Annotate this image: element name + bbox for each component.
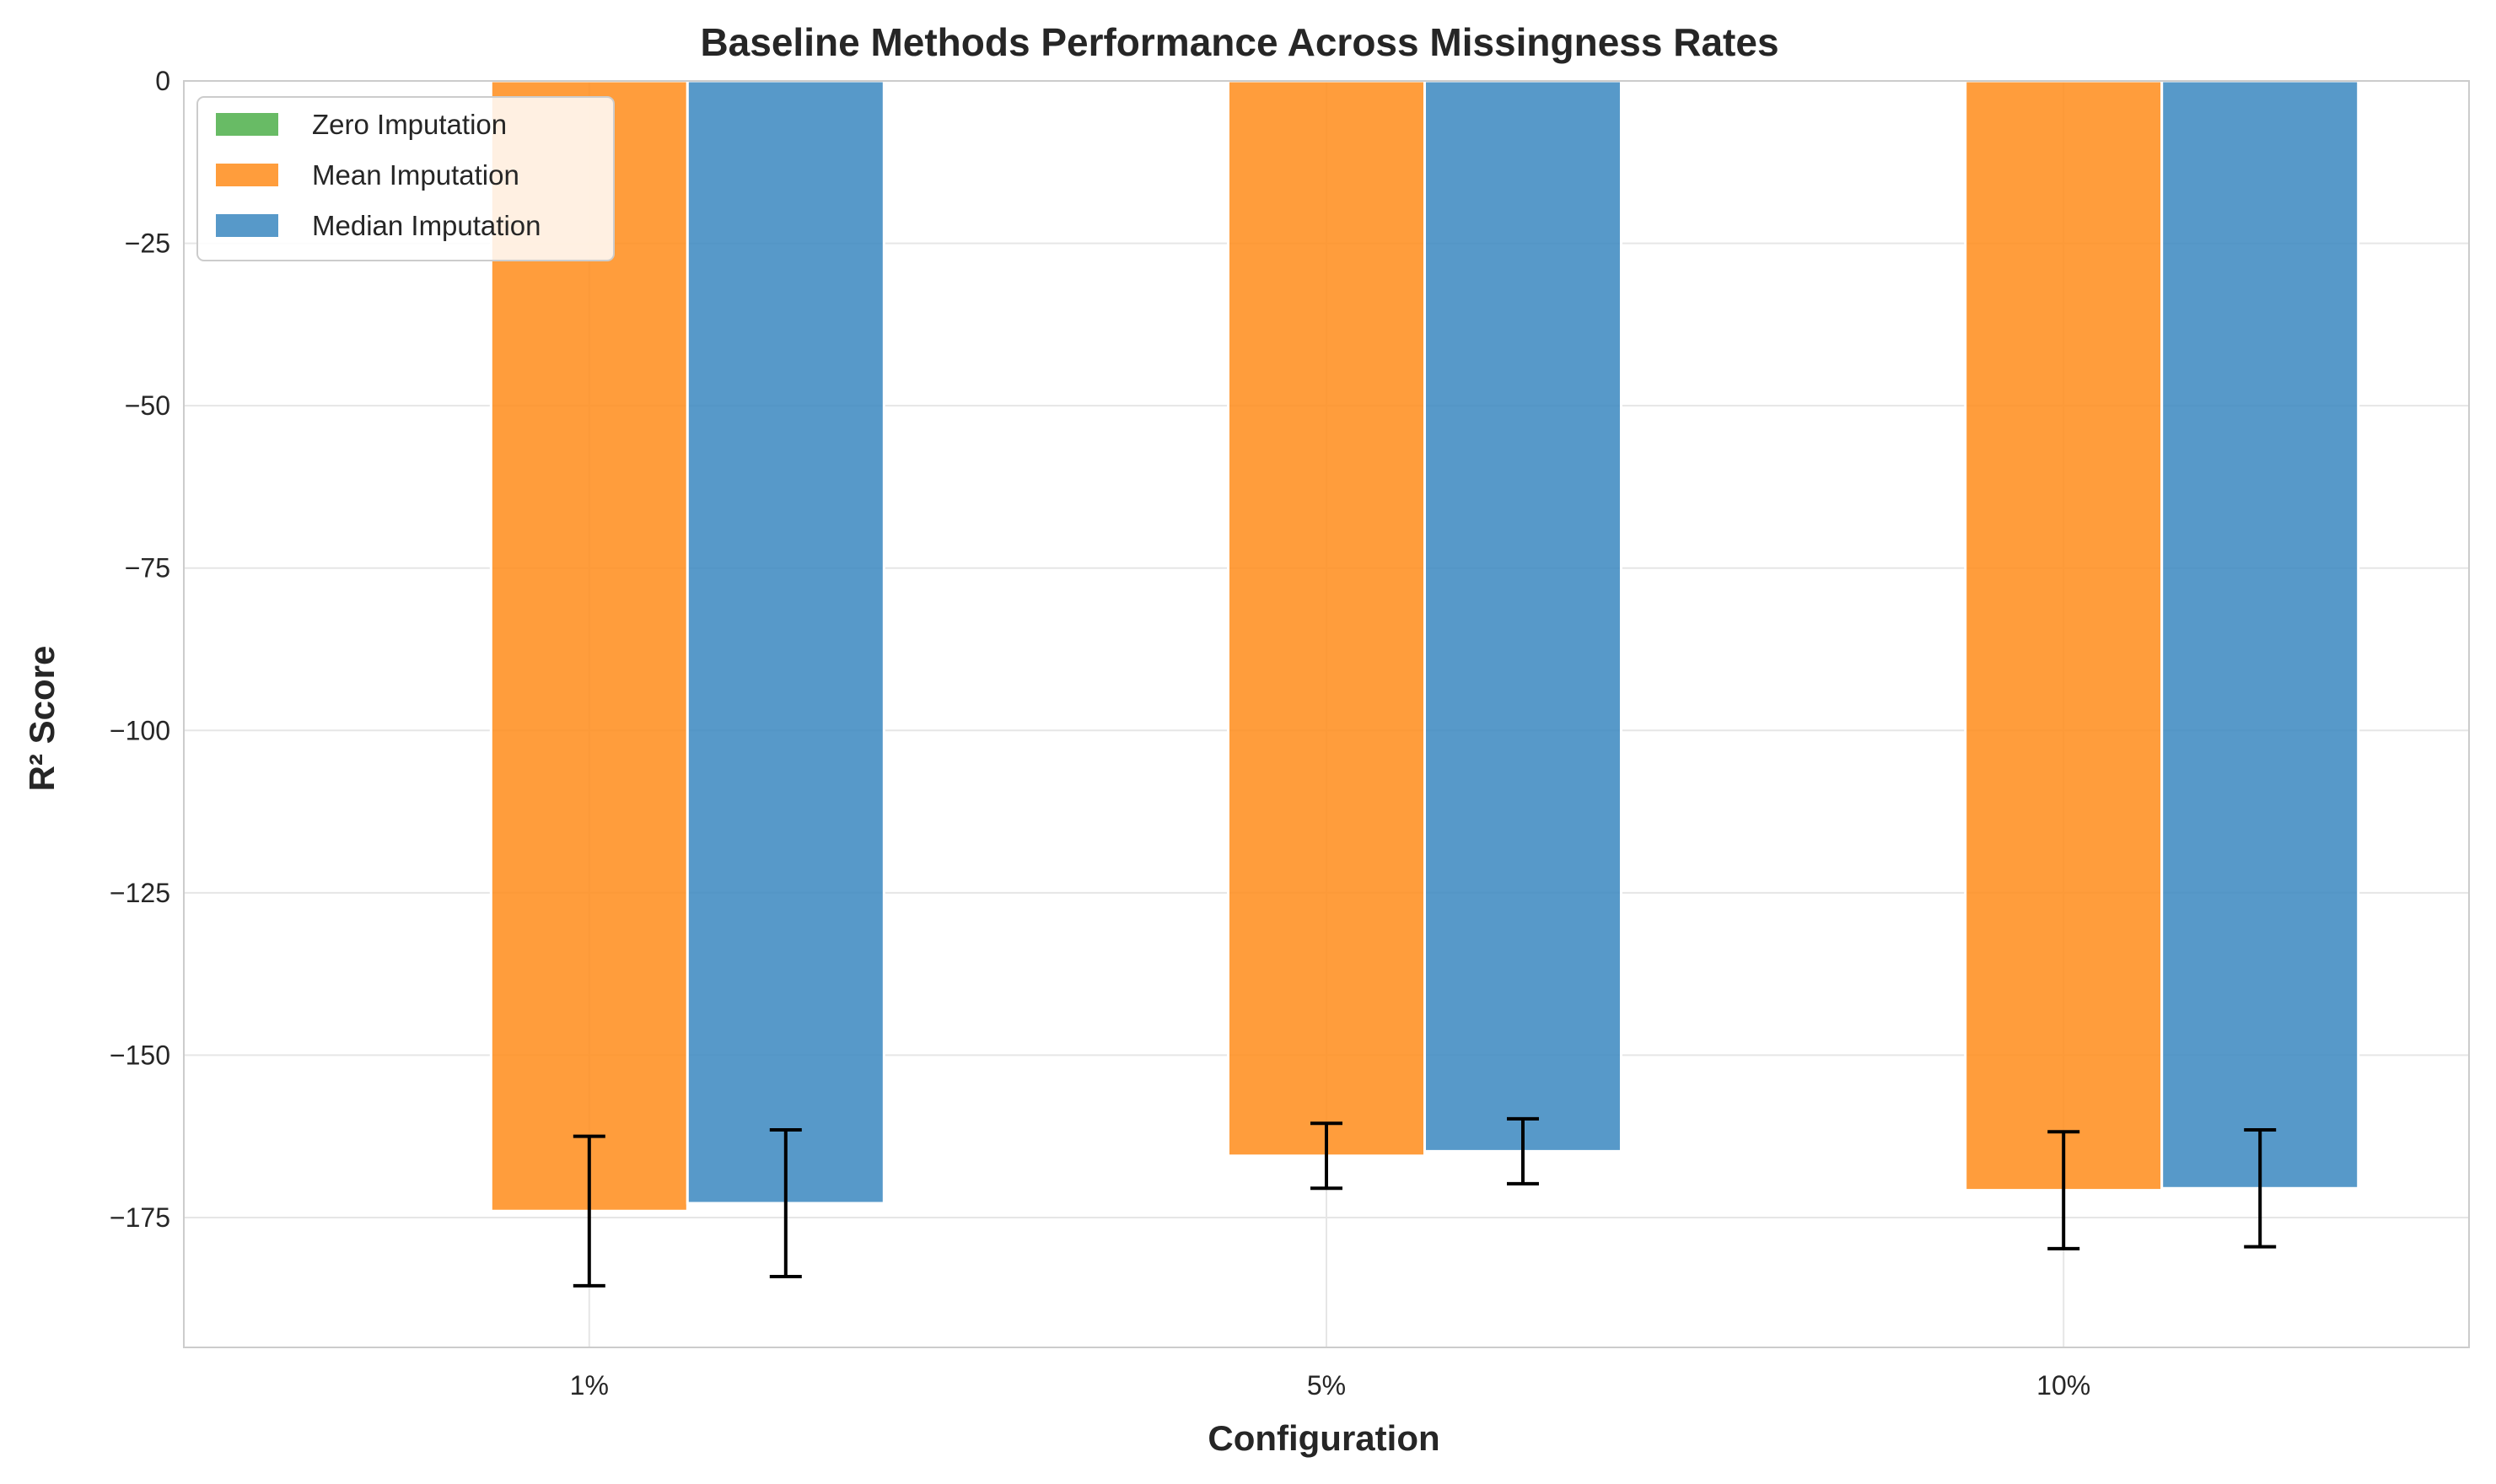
error-bars xyxy=(573,1116,2277,1288)
legend-label: Zero Imputation xyxy=(312,109,507,140)
plot-frame xyxy=(183,80,2470,1348)
bar xyxy=(686,79,885,1205)
y-tick-label: −150 xyxy=(110,1040,170,1070)
y-tick-label: −100 xyxy=(110,715,170,745)
y-tick-label: −125 xyxy=(110,878,170,908)
x-axis-ticks: 1% 5% 10% xyxy=(570,1370,2091,1401)
bar xyxy=(1964,79,2164,1192)
y-axis-ticks: 0 −25 −50 −75 −100 −125 −150 −175 xyxy=(110,66,170,1233)
y-tick-label: −25 xyxy=(125,229,170,259)
legend-swatch xyxy=(216,164,278,186)
y-tick-label: −75 xyxy=(125,553,170,583)
legend-box xyxy=(196,96,615,261)
legend: Zero Imputation Mean Imputation Median Imp… xyxy=(196,96,615,261)
x-tick-label: 1% xyxy=(570,1370,609,1401)
x-tick-label: 10% xyxy=(2036,1370,2090,1401)
bar xyxy=(2160,79,2360,1190)
legend-label: Median Imputation xyxy=(312,210,541,241)
legend-swatch xyxy=(216,113,278,136)
y-tick-label: −50 xyxy=(125,390,170,421)
bar xyxy=(1227,79,1426,1158)
legend-swatch xyxy=(216,214,278,237)
y-axis-label: R² Score xyxy=(22,646,62,792)
chart-title: Baseline Methods Performance Across Miss… xyxy=(700,20,1778,64)
x-tick-label: 5% xyxy=(1307,1370,1346,1401)
y-tick-label: 0 xyxy=(155,66,170,96)
legend-label: Mean Imputation xyxy=(312,159,519,191)
y-tick-label: −175 xyxy=(110,1202,170,1233)
x-axis-label: Configuration xyxy=(1208,1418,1439,1458)
bar xyxy=(1423,79,1622,1153)
